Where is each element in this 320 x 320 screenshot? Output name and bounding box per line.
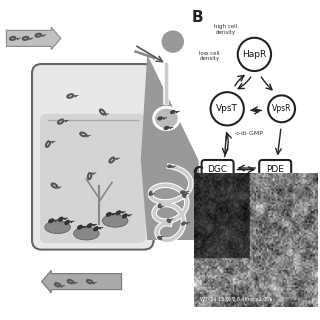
FancyBboxPatch shape xyxy=(32,64,154,250)
FancyBboxPatch shape xyxy=(40,114,146,243)
Ellipse shape xyxy=(45,221,70,234)
Text: c-di-GMP: c-di-GMP xyxy=(236,131,264,136)
Text: HapR: HapR xyxy=(242,50,267,59)
Text: VpsT: VpsT xyxy=(216,104,238,113)
Circle shape xyxy=(162,30,184,53)
Circle shape xyxy=(211,92,244,125)
Circle shape xyxy=(238,38,271,71)
Text: B: B xyxy=(192,10,204,25)
Text: high cell
density: high cell density xyxy=(214,24,237,35)
FancyArrow shape xyxy=(134,50,156,60)
Text: PDE: PDE xyxy=(266,165,284,174)
FancyArrow shape xyxy=(42,270,122,293)
Ellipse shape xyxy=(74,227,99,240)
Circle shape xyxy=(268,95,295,122)
Text: low cell
density: low cell density xyxy=(199,51,220,61)
Ellipse shape xyxy=(154,107,179,130)
FancyArrow shape xyxy=(6,27,61,50)
Text: C: C xyxy=(192,166,203,181)
FancyBboxPatch shape xyxy=(202,160,234,179)
Text: DGC: DGC xyxy=(208,165,228,174)
Polygon shape xyxy=(141,54,205,240)
Ellipse shape xyxy=(102,214,128,227)
Text: VpsR: VpsR xyxy=(272,104,291,113)
FancyBboxPatch shape xyxy=(259,160,291,179)
Text: WT_24 15.0kV 8.4mm x2.00k: WT_24 15.0kV 8.4mm x2.00k xyxy=(200,296,272,302)
